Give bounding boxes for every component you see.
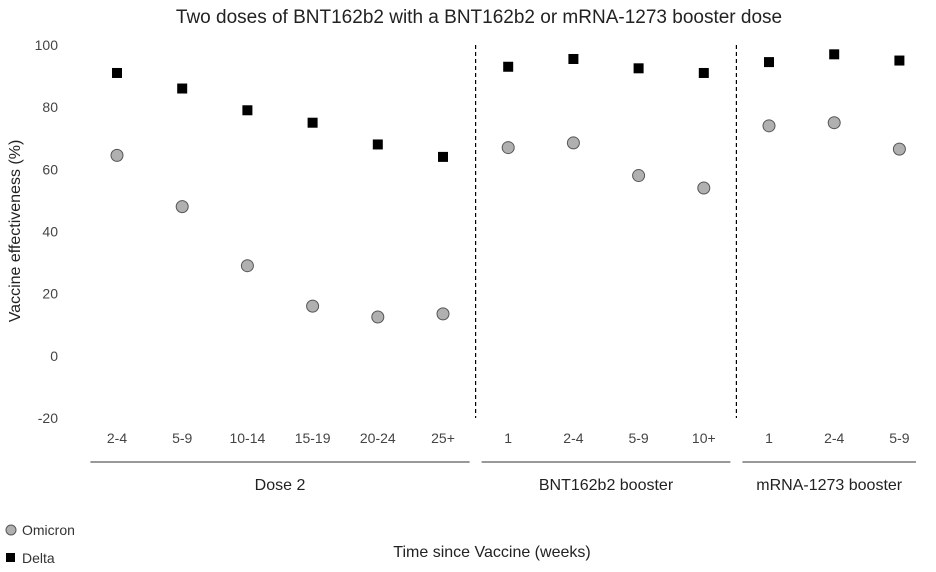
delta-point (307, 117, 318, 128)
x-tick-label: 2-4 (563, 430, 583, 446)
y-tick-label: 20 (42, 286, 58, 302)
delta-point (633, 63, 644, 74)
omicron-point (175, 200, 189, 214)
x-tick-label: 5-9 (628, 430, 648, 446)
group-labels: Dose 2 BNT162b2 booster mRNA-1273 booster (255, 477, 903, 494)
delta-point (894, 55, 905, 66)
x-tick-label: 20-24 (360, 430, 396, 446)
y-tick-label: 40 (42, 224, 58, 240)
delta-point (177, 83, 188, 94)
x-tick-label: 1 (504, 430, 512, 446)
omicron-point (501, 141, 515, 155)
data-marks (110, 49, 906, 324)
omicron-point (892, 142, 906, 156)
y-tick-label: 0 (50, 348, 58, 364)
x-tick-label: 5-9 (172, 430, 192, 446)
legend: Omicron Delta (5, 522, 75, 566)
y-tick-label: 100 (35, 37, 59, 53)
omicron-point (371, 310, 385, 324)
delta-point (568, 53, 579, 64)
x-tick-label: 5-9 (889, 430, 909, 446)
group-dividers (475, 45, 738, 418)
legend-label: Omicron (22, 522, 75, 538)
legend-delta-marker (6, 553, 15, 562)
delta-point (372, 139, 383, 150)
omicron-point (110, 148, 124, 162)
x-tick-label: 25+ (431, 430, 455, 446)
x-tick-label: 15-19 (295, 430, 331, 446)
group-label: mRNA-1273 booster (756, 477, 903, 494)
x-tick-label: 10+ (692, 430, 716, 446)
x-axis: 2-4 5-9 10-14 15-19 20-24 25+ 1 2-4 5-9 10+ 1 2-4 5-… (107, 430, 910, 446)
group-label: Dose 2 (255, 477, 306, 494)
y-tick-label: -20 (38, 410, 58, 426)
chart-title: Two doses of BNT162b2 with a BNT162b2 or… (176, 7, 782, 28)
omicron-point (566, 136, 580, 150)
omicron-point (827, 116, 841, 130)
y-axis-title: Vaccine effectiveness (%) (7, 140, 24, 323)
x-tick-label: 10-14 (229, 430, 265, 446)
omicron-point (240, 259, 254, 273)
delta-point (698, 67, 709, 78)
y-axis: -20 0 20 40 60 80 100 (35, 37, 59, 426)
delta-point (438, 151, 448, 162)
delta-point (112, 67, 122, 78)
delta-point (829, 49, 840, 60)
delta-point (764, 57, 774, 68)
legend-label: Delta (22, 550, 55, 566)
omicron-point (697, 181, 711, 195)
omicron-point (632, 169, 646, 183)
delta-point (242, 105, 253, 116)
delta-point (503, 61, 514, 72)
omicron-point (306, 299, 320, 313)
legend-omicron-marker (5, 524, 17, 536)
y-tick-label: 60 (42, 161, 58, 177)
omicron-point (436, 307, 450, 321)
x-axis-title: Time since Vaccine (weeks) (393, 544, 590, 561)
omicron-point (762, 119, 776, 133)
x-tick-label: 2-4 (824, 430, 844, 446)
y-tick-label: 80 (42, 99, 58, 115)
group-label: BNT162b2 booster (539, 477, 674, 494)
x-tick-label: 2-4 (107, 430, 127, 446)
x-tick-label: 1 (765, 430, 773, 446)
